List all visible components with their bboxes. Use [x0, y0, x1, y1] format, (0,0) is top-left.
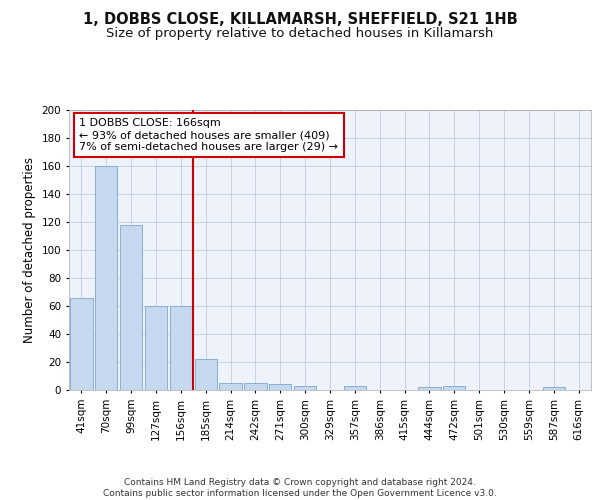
Text: 1 DOBBS CLOSE: 166sqm
← 93% of detached houses are smaller (409)
7% of semi-deta: 1 DOBBS CLOSE: 166sqm ← 93% of detached … — [79, 118, 338, 152]
Bar — [542, 387, 565, 390]
Text: Contains HM Land Registry data © Crown copyright and database right 2024.
Contai: Contains HM Land Registry data © Crown c… — [103, 478, 497, 498]
Bar — [70, 298, 92, 390]
Bar — [120, 225, 142, 390]
Bar — [443, 386, 466, 390]
Bar — [194, 359, 217, 390]
Text: 1, DOBBS CLOSE, KILLAMARSH, SHEFFIELD, S21 1HB: 1, DOBBS CLOSE, KILLAMARSH, SHEFFIELD, S… — [83, 12, 517, 28]
Bar — [145, 306, 167, 390]
Bar — [220, 383, 242, 390]
Bar — [95, 166, 118, 390]
Bar — [418, 387, 440, 390]
Bar — [170, 306, 192, 390]
Bar — [294, 386, 316, 390]
Y-axis label: Number of detached properties: Number of detached properties — [23, 157, 36, 343]
Bar — [244, 383, 266, 390]
Bar — [269, 384, 292, 390]
Text: Size of property relative to detached houses in Killamarsh: Size of property relative to detached ho… — [106, 28, 494, 40]
Bar — [344, 386, 366, 390]
